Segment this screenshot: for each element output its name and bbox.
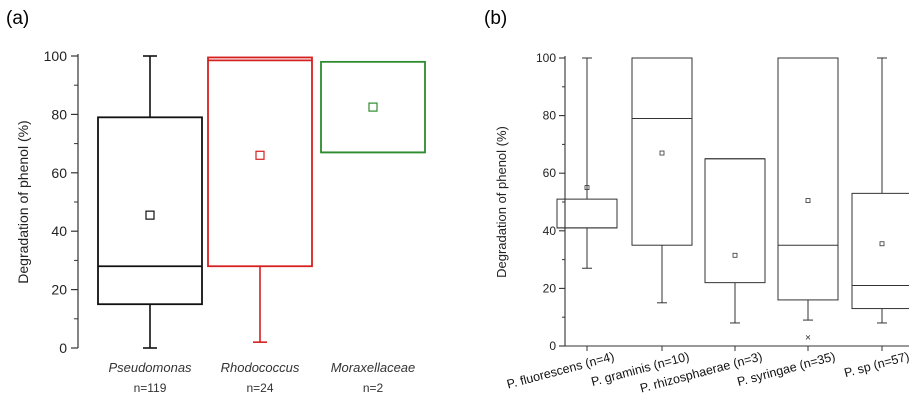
box-1 [556, 57, 618, 269]
box-iqr [631, 57, 693, 246]
box-pseudomonas [97, 55, 203, 349]
y-axis-label: Degradation of phenol (%) [494, 126, 509, 278]
mean-marker [805, 198, 811, 203]
y-tick-label: 20 [51, 282, 67, 298]
y-tick-label: 60 [51, 165, 67, 181]
y-tick-label: 60 [543, 166, 557, 180]
box-4 [777, 57, 839, 340]
box-rhodococcus [207, 56, 313, 343]
category-label: Pseudomonas [108, 360, 192, 375]
box-iqr [704, 158, 766, 284]
category-label: Rhodococcus [221, 360, 300, 375]
outlier-marker [805, 335, 811, 340]
box-iqr [97, 116, 203, 306]
y-tick-label: 40 [543, 224, 557, 238]
box-3 [704, 158, 766, 324]
mean-marker [584, 185, 590, 191]
mean-marker [145, 210, 155, 220]
panel-label-a: (a) [6, 8, 29, 29]
panel-a: (a) 0 20 40 60 80 100 Degradation of phenol (%)… [6, 8, 426, 395]
mean-marker [659, 150, 665, 156]
mean-marker [732, 252, 738, 258]
box-2 [631, 57, 693, 304]
box-iqr [851, 192, 909, 310]
mean-marker [368, 102, 378, 112]
y-axis-label: Degradation of phenol (%) [15, 120, 31, 283]
y-tick-label: 40 [51, 223, 67, 239]
box-iqr [320, 60, 426, 154]
sample-size-label: n=119 [134, 381, 167, 395]
box-iqr [207, 56, 313, 268]
y-tick-label: 100 [44, 48, 68, 64]
sample-size-label: n=24 [246, 381, 273, 395]
mean-marker [255, 150, 265, 160]
box-5 [851, 57, 909, 324]
panel-b: (b) 0 20 40 60 80 100 Degradation of phenol (%)… [484, 8, 909, 395]
y-tick-label: 80 [51, 106, 67, 122]
sample-size-label: n=2 [363, 381, 384, 395]
y-tick-label: 0 [59, 340, 67, 356]
category-label: P. sp (n=57) [843, 349, 909, 380]
y-tick-label: 20 [543, 281, 557, 295]
y-tick-label: 0 [549, 339, 556, 353]
box-iqr [556, 198, 618, 229]
mean-marker [879, 241, 885, 247]
category-label: Moraxellaceae [331, 360, 416, 375]
box-iqr [777, 57, 839, 301]
y-tick-label: 100 [536, 51, 556, 65]
box-moraxellaceae [320, 60, 426, 154]
panel-label-b: (b) [484, 8, 507, 29]
y-tick-label: 80 [543, 109, 557, 123]
